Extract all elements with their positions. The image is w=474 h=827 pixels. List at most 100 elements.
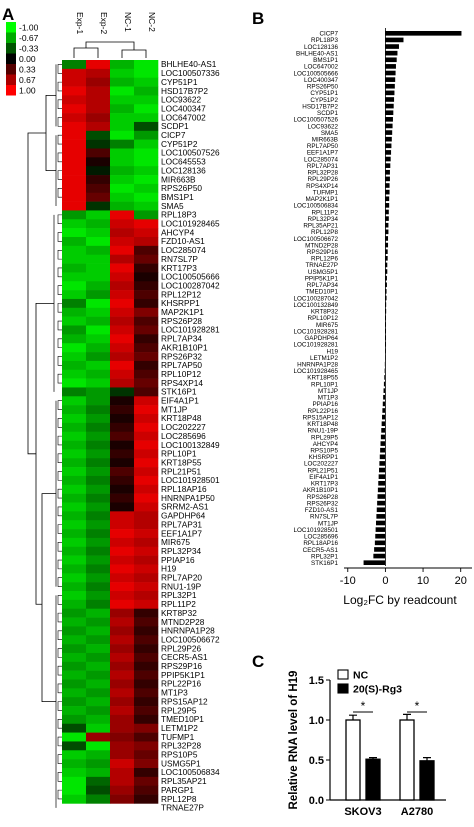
- fc-category-label: RPL29P26: [308, 176, 339, 183]
- fc-category-label: LOC100507526: [294, 117, 339, 124]
- heatmap-row-label: RN7SL7P: [161, 254, 198, 264]
- fc-bar: [385, 209, 389, 215]
- dendrogram-branch: [121, 49, 147, 58]
- fc-bar: [383, 381, 386, 387]
- fc-bar: [385, 308, 387, 314]
- heatmap-cell: [86, 228, 111, 238]
- fc-bar: [379, 467, 386, 473]
- fc-category-label: RPL29P5: [311, 434, 338, 441]
- dendrogram-branch: [57, 152, 62, 163]
- scale-label: -0.67: [19, 33, 39, 43]
- heatmap-cell: [110, 290, 135, 300]
- heatmap-cell: [62, 732, 87, 742]
- heatmap-cell: [110, 564, 135, 574]
- fc-bar: [376, 514, 386, 519]
- dendrogram-branch: [57, 435, 62, 446]
- heatmap-cell: [62, 157, 87, 167]
- fc-bar: [377, 494, 386, 499]
- fc-category-label: LOC100287042: [294, 295, 339, 302]
- dendrogram-branch: [57, 754, 62, 764]
- heatmap-cell: [134, 175, 159, 185]
- fc-category-label: RPL32P1: [311, 553, 338, 560]
- rna-category-label: A2780: [401, 806, 433, 818]
- heatmap-cell: [86, 360, 111, 371]
- heatmap-cell: [62, 254, 87, 264]
- heatmap-row-label: MTND2P28: [161, 617, 205, 627]
- heatmap-row-label: LETM1P2: [161, 723, 198, 733]
- heatmap-cell: [110, 484, 135, 494]
- heatmap-cell: [134, 396, 159, 406]
- heatmap-row-label: HNRNPA1P50: [161, 493, 215, 503]
- fc-x-axis-title: Log₂FC by readcount: [343, 593, 457, 607]
- heatmap-cell: [62, 68, 87, 78]
- heatmap-cell: [62, 511, 87, 521]
- dendrogram-branch: [57, 285, 62, 295]
- heatmap-row-label: RPL18P3: [161, 210, 197, 220]
- heatmap-cell: [134, 254, 159, 264]
- heatmap-cell: [86, 529, 111, 539]
- heatmap-row-label: RPL7AP20: [161, 573, 202, 583]
- dendrogram-branch: [57, 665, 62, 676]
- heatmap-row-label: RPL18AP16: [161, 484, 207, 494]
- fc-category-label: KHSRPP1: [309, 454, 339, 461]
- heatmap-cell: [62, 573, 87, 583]
- rna-y-tick-label: 0.5: [309, 755, 324, 767]
- heatmap-cell: [134, 201, 159, 211]
- fc-bar: [385, 315, 387, 321]
- heatmap-cell: [134, 520, 159, 530]
- heatmap-cell: [110, 334, 135, 344]
- heatmap-cell: [134, 573, 159, 583]
- heatmap-cell: [62, 484, 87, 494]
- fc-bar: [382, 401, 386, 407]
- fc-category-label: RPL7AP34: [307, 282, 339, 289]
- heatmap-cell: [134, 785, 159, 795]
- heatmap-row-label: RPL10P1: [161, 449, 197, 459]
- fc-bar: [385, 97, 395, 102]
- fc-bar: [385, 216, 389, 221]
- rna-bar: [365, 758, 381, 801]
- heatmap-row-label: LOC100132849: [161, 440, 220, 450]
- heatmap-cell: [62, 661, 87, 671]
- heatmap-cell: [62, 183, 87, 194]
- heatmap-cell: [86, 422, 111, 432]
- rna-legend-swatch: [337, 683, 349, 694]
- dendrogram-branch: [57, 117, 62, 127]
- heatmap-row-label: RPL22P16: [161, 679, 202, 689]
- heatmap-cell: [62, 281, 87, 291]
- fc-bar: [385, 236, 389, 241]
- heatmap-cell: [110, 776, 135, 786]
- heatmap-cell: [134, 661, 159, 671]
- dendrogram-branch: [57, 64, 62, 74]
- fc-bar: [384, 375, 386, 380]
- heatmap-cell: [86, 697, 111, 707]
- heatmap-cell: [134, 564, 159, 574]
- heatmap-cell: [110, 697, 135, 707]
- heatmap-cell: [110, 104, 135, 114]
- fc-bar: [385, 150, 392, 155]
- dendrogram-branch: [57, 134, 62, 145]
- heatmap-cell: [86, 175, 111, 185]
- fc-bar: [363, 560, 386, 566]
- heatmap-cell: [134, 68, 159, 78]
- heatmap-column-label: Exp-1: [75, 12, 85, 34]
- fc-category-label: LOC101928281: [294, 328, 339, 335]
- heatmap-cell: [62, 369, 87, 379]
- heatmap-cell: [62, 741, 87, 751]
- heatmap-cell: [110, 219, 135, 229]
- fc-category-label: MIR675: [316, 322, 339, 329]
- heatmap-cell: [62, 378, 87, 388]
- fc-category-label: RPS10P5: [310, 448, 338, 455]
- heatmap-row-label: LOC202227: [161, 422, 206, 432]
- fc-category-label: LOC128136: [304, 44, 338, 51]
- heatmap-column-label: NC-2: [147, 12, 157, 32]
- heatmap-row-label: PARGP1: [161, 785, 194, 795]
- heatmap-cell: [86, 396, 111, 406]
- fc-category-label: LOC100132849: [294, 302, 339, 309]
- fc-bar: [385, 156, 391, 162]
- heatmap-row-label: KRT17P3: [161, 263, 197, 273]
- rna-legend-label: 20(S)-Rg3: [353, 684, 402, 696]
- fc-bar: [385, 110, 394, 116]
- dendrogram-branch: [57, 99, 62, 109]
- panel-a-label: A: [2, 5, 14, 24]
- heatmap-cell: [110, 537, 135, 548]
